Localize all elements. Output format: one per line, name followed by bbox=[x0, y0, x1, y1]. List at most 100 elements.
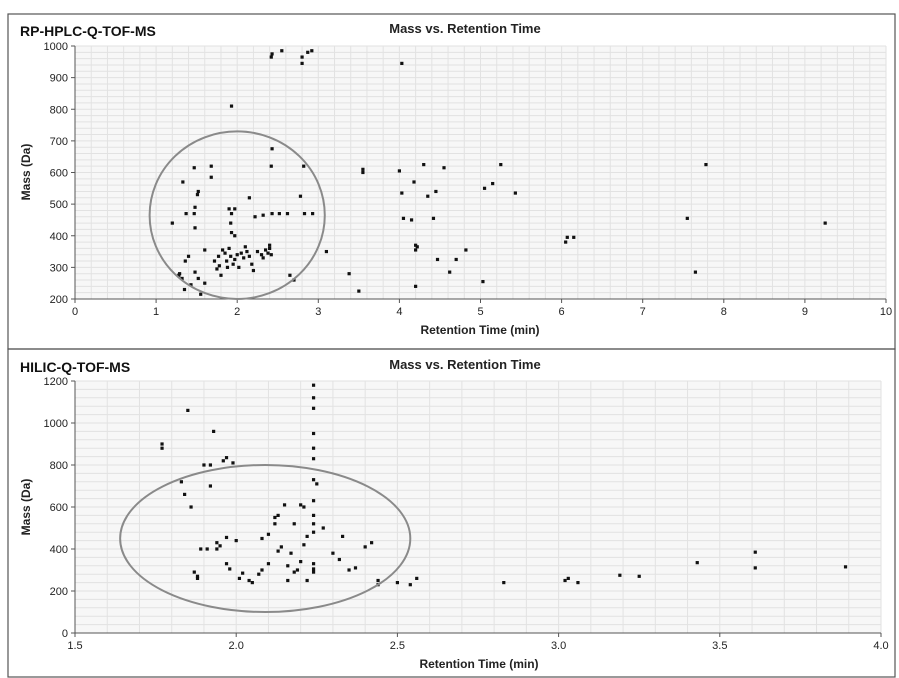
y-tick-label: 400 bbox=[50, 544, 68, 556]
data-point bbox=[442, 166, 446, 170]
data-point bbox=[482, 186, 487, 190]
data-point bbox=[179, 480, 183, 484]
data-point bbox=[270, 212, 274, 216]
data-point bbox=[414, 284, 418, 288]
cluster-highlight-ellipse bbox=[148, 130, 326, 301]
data-point bbox=[218, 544, 222, 548]
data-point bbox=[409, 218, 414, 222]
data-point bbox=[693, 270, 698, 274]
y-tick-label: 700 bbox=[50, 136, 68, 148]
cluster-highlight-ellipse bbox=[119, 464, 412, 613]
data-point bbox=[337, 557, 341, 562]
data-point bbox=[266, 251, 270, 255]
data-point bbox=[704, 162, 708, 167]
y-tick-label: 1200 bbox=[44, 376, 68, 388]
data-point bbox=[311, 457, 316, 461]
x-tick-label: 4 bbox=[396, 306, 402, 318]
data-point bbox=[292, 522, 296, 526]
data-points bbox=[170, 49, 827, 296]
data-point bbox=[564, 240, 568, 244]
data-point bbox=[195, 576, 200, 580]
data-point bbox=[499, 162, 503, 167]
data-point bbox=[209, 175, 213, 179]
data-point bbox=[202, 463, 206, 467]
data-point bbox=[513, 191, 517, 195]
data-point bbox=[311, 396, 316, 400]
data-point bbox=[229, 221, 233, 225]
data-point bbox=[311, 570, 316, 574]
data-point bbox=[203, 248, 207, 252]
data-point bbox=[219, 273, 223, 277]
data-point bbox=[269, 253, 273, 257]
x-tick-label: 8 bbox=[721, 306, 727, 318]
data-point bbox=[357, 289, 361, 293]
data-point bbox=[299, 503, 303, 507]
data-point bbox=[221, 248, 225, 252]
panel-frame bbox=[7, 348, 896, 678]
y-tick-label: 200 bbox=[50, 294, 68, 306]
data-point bbox=[195, 193, 200, 197]
data-point bbox=[292, 570, 296, 574]
data-point bbox=[400, 61, 404, 65]
data-point bbox=[502, 581, 506, 585]
y-tick-label: 1000 bbox=[44, 41, 68, 53]
data-point bbox=[347, 568, 351, 572]
data-point bbox=[237, 265, 241, 269]
y-tick-label: 800 bbox=[50, 460, 68, 472]
data-point bbox=[208, 463, 213, 467]
data-point bbox=[266, 532, 271, 536]
x-tick-label: 9 bbox=[802, 306, 808, 318]
data-point bbox=[237, 576, 242, 580]
data-point bbox=[241, 571, 245, 575]
data-point bbox=[311, 478, 316, 482]
data-point bbox=[224, 535, 229, 540]
data-point bbox=[298, 194, 303, 198]
y-tick-label: 0 bbox=[62, 628, 68, 640]
data-point bbox=[192, 212, 196, 216]
data-point bbox=[311, 513, 316, 517]
data-point bbox=[217, 264, 221, 268]
data-point bbox=[310, 49, 314, 53]
data-point bbox=[491, 181, 495, 186]
data-point bbox=[183, 492, 187, 496]
data-point bbox=[401, 216, 406, 220]
x-tick-label: 2 bbox=[234, 306, 240, 318]
data-point bbox=[331, 551, 335, 555]
data-point bbox=[260, 536, 264, 541]
axis-ticks: 1.5 2.0 2.5 3.0 3.5 4.0 0 200 400 600 800 1000 1200 bbox=[44, 376, 889, 652]
data-point bbox=[286, 578, 290, 583]
data-point bbox=[229, 104, 234, 108]
x-tick-label: 0 bbox=[72, 306, 78, 318]
data-point bbox=[215, 541, 219, 545]
data-point bbox=[183, 259, 187, 263]
data-point bbox=[311, 446, 316, 450]
data-point bbox=[225, 265, 230, 269]
x-tick-label: 10 bbox=[880, 306, 892, 318]
data-point bbox=[216, 254, 221, 258]
data-point bbox=[247, 254, 251, 258]
data-point bbox=[311, 567, 316, 571]
data-point bbox=[311, 406, 316, 410]
data-point bbox=[196, 189, 200, 194]
data-point bbox=[288, 273, 292, 277]
data-point bbox=[576, 581, 580, 585]
data-point bbox=[295, 568, 300, 572]
x-tick-label: 6 bbox=[559, 306, 565, 318]
data-point bbox=[270, 52, 274, 56]
data-point bbox=[260, 568, 264, 572]
data-point bbox=[259, 253, 264, 257]
data-point bbox=[193, 226, 197, 230]
grid bbox=[74, 380, 882, 634]
data-point bbox=[229, 254, 233, 258]
data-point bbox=[566, 576, 570, 580]
data-point bbox=[250, 262, 254, 266]
data-point bbox=[637, 574, 641, 578]
data-point bbox=[347, 272, 351, 276]
data-point bbox=[178, 272, 182, 276]
data-point bbox=[247, 196, 251, 200]
data-point bbox=[180, 276, 184, 281]
data-point bbox=[235, 253, 239, 257]
data-point bbox=[233, 207, 237, 211]
data-point bbox=[412, 180, 416, 184]
data-point bbox=[481, 280, 485, 284]
